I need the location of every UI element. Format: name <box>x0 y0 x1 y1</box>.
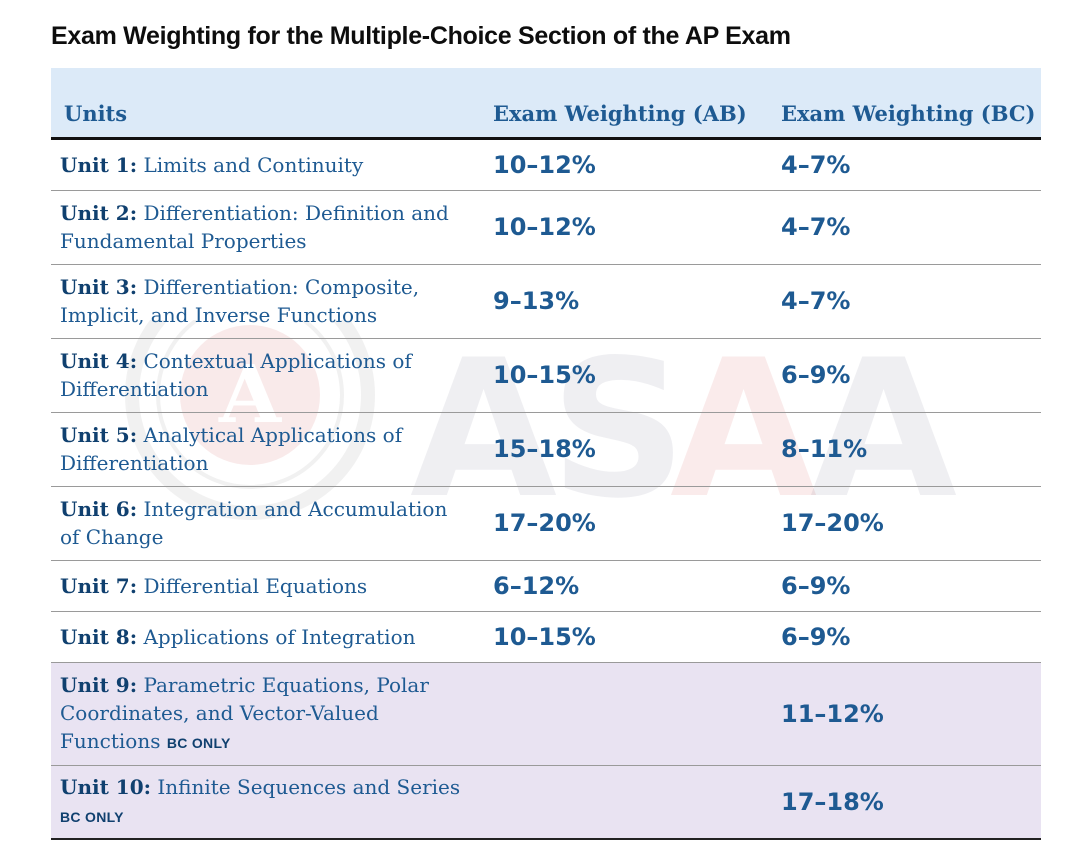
unit-name: Differentiation: Definition and Fundamen… <box>60 201 449 253</box>
unit-number: Unit 2: <box>60 201 138 225</box>
weighting-ab: 10–12% <box>482 190 771 265</box>
unit-cell: Unit 9: Parametric Equations, Polar Coor… <box>51 662 482 766</box>
table-row: Unit 9: Parametric Equations, Polar Coor… <box>51 662 1041 766</box>
unit-cell: Unit 2: Differentiation: Definition and … <box>51 190 482 265</box>
unit-cell: Unit 6: Integration and Accumulation of … <box>51 486 482 561</box>
exam-weighting-table-container: Units Exam Weighting (AB) Exam Weighting… <box>51 68 1041 840</box>
table-row: Unit 6: Integration and Accumulation of … <box>51 486 1041 561</box>
weighting-ab: 10–15% <box>482 338 771 413</box>
unit-number: Unit 3: <box>60 275 138 299</box>
unit-name: Parametric Equations, Polar Coordinates,… <box>60 672 429 753</box>
unit-number: Unit 7: <box>60 573 138 598</box>
unit-name: Differential Equations <box>143 573 368 598</box>
page-title: Exam Weighting for the Multiple-Choice S… <box>51 22 791 50</box>
weighting-ab: 10–12% <box>482 138 771 191</box>
weighting-bc: 4–7% <box>771 190 1041 265</box>
weighting-ab: 10–15% <box>482 611 771 663</box>
bc-only-tag: BC ONLY <box>166 734 231 751</box>
table-row: Unit 7: Differential Equations 6–12% 6–9… <box>51 560 1041 612</box>
weighting-bc: 6–9% <box>771 560 1041 612</box>
unit-name: Applications of Integration <box>143 624 416 649</box>
unit-cell: Unit 10: Infinite Sequences and Series B… <box>51 765 482 840</box>
unit-name: Integration and Accumulation of Change <box>60 497 448 549</box>
unit-number: Unit 10: <box>60 774 151 799</box>
bc-only-tag: BC ONLY <box>60 808 124 825</box>
table-row: Unit 8: Applications of Integration 10–1… <box>51 611 1041 663</box>
table-row: Unit 3: Differentiation: Composite, Impl… <box>51 264 1041 339</box>
weighting-bc: 6–9% <box>771 611 1041 663</box>
weighting-ab <box>482 662 771 766</box>
unit-name: Analytical Applications of Differentiati… <box>60 423 403 475</box>
weighting-bc: 17–20% <box>771 486 1041 561</box>
unit-cell: Unit 4: Contextual Applications of Diffe… <box>51 338 482 413</box>
table-header-row: Units Exam Weighting (AB) Exam Weighting… <box>51 68 1041 140</box>
unit-cell: Unit 3: Differentiation: Composite, Impl… <box>51 264 482 339</box>
weighting-bc: 4–7% <box>771 264 1041 339</box>
unit-name: Infinite Sequences and Series <box>157 774 461 799</box>
unit-cell: Unit 5: Analytical Applications of Diffe… <box>51 412 482 487</box>
unit-cell: Unit 1: Limits and Continuity <box>51 138 482 191</box>
unit-number: Unit 1: <box>60 152 138 177</box>
weighting-bc: 17–18% <box>771 765 1041 840</box>
unit-name: Contextual Applications of Differentiati… <box>60 349 412 401</box>
table-row: Unit 10: Infinite Sequences and Series B… <box>51 765 1041 840</box>
header-exam-weighting-bc: Exam Weighting (BC) <box>771 68 1041 140</box>
table-row: Unit 1: Limits and Continuity 10–12% 4–7… <box>51 138 1041 191</box>
unit-cell: Unit 7: Differential Equations <box>51 560 482 612</box>
weighting-bc: 4–7% <box>771 138 1041 191</box>
header-exam-weighting-ab: Exam Weighting (AB) <box>482 68 771 140</box>
weighting-ab: 17–20% <box>482 486 771 561</box>
weighting-ab: 6–12% <box>482 560 771 612</box>
weighting-bc: 6–9% <box>771 338 1041 413</box>
unit-number: Unit 5: <box>60 423 138 447</box>
table-row: Unit 2: Differentiation: Definition and … <box>51 190 1041 265</box>
weighting-bc: 8–11% <box>771 412 1041 487</box>
table-row: Unit 4: Contextual Applications of Diffe… <box>51 338 1041 413</box>
unit-name: Differentiation: Composite, Implicit, an… <box>60 275 420 327</box>
header-units: Units <box>51 68 482 140</box>
table-row: Unit 5: Analytical Applications of Diffe… <box>51 412 1041 487</box>
unit-number: Unit 6: <box>60 497 138 521</box>
weighting-bc: 11–12% <box>771 662 1041 766</box>
exam-weighting-table: Units Exam Weighting (AB) Exam Weighting… <box>51 68 1041 840</box>
unit-name: Limits and Continuity <box>143 152 364 177</box>
unit-number: Unit 4: <box>60 349 138 373</box>
unit-number: Unit 8: <box>60 624 138 649</box>
weighting-ab: 15–18% <box>482 412 771 487</box>
unit-number: Unit 9: <box>60 672 138 697</box>
weighting-ab <box>482 765 771 840</box>
weighting-ab: 9–13% <box>482 264 771 339</box>
unit-cell: Unit 8: Applications of Integration <box>51 611 482 663</box>
